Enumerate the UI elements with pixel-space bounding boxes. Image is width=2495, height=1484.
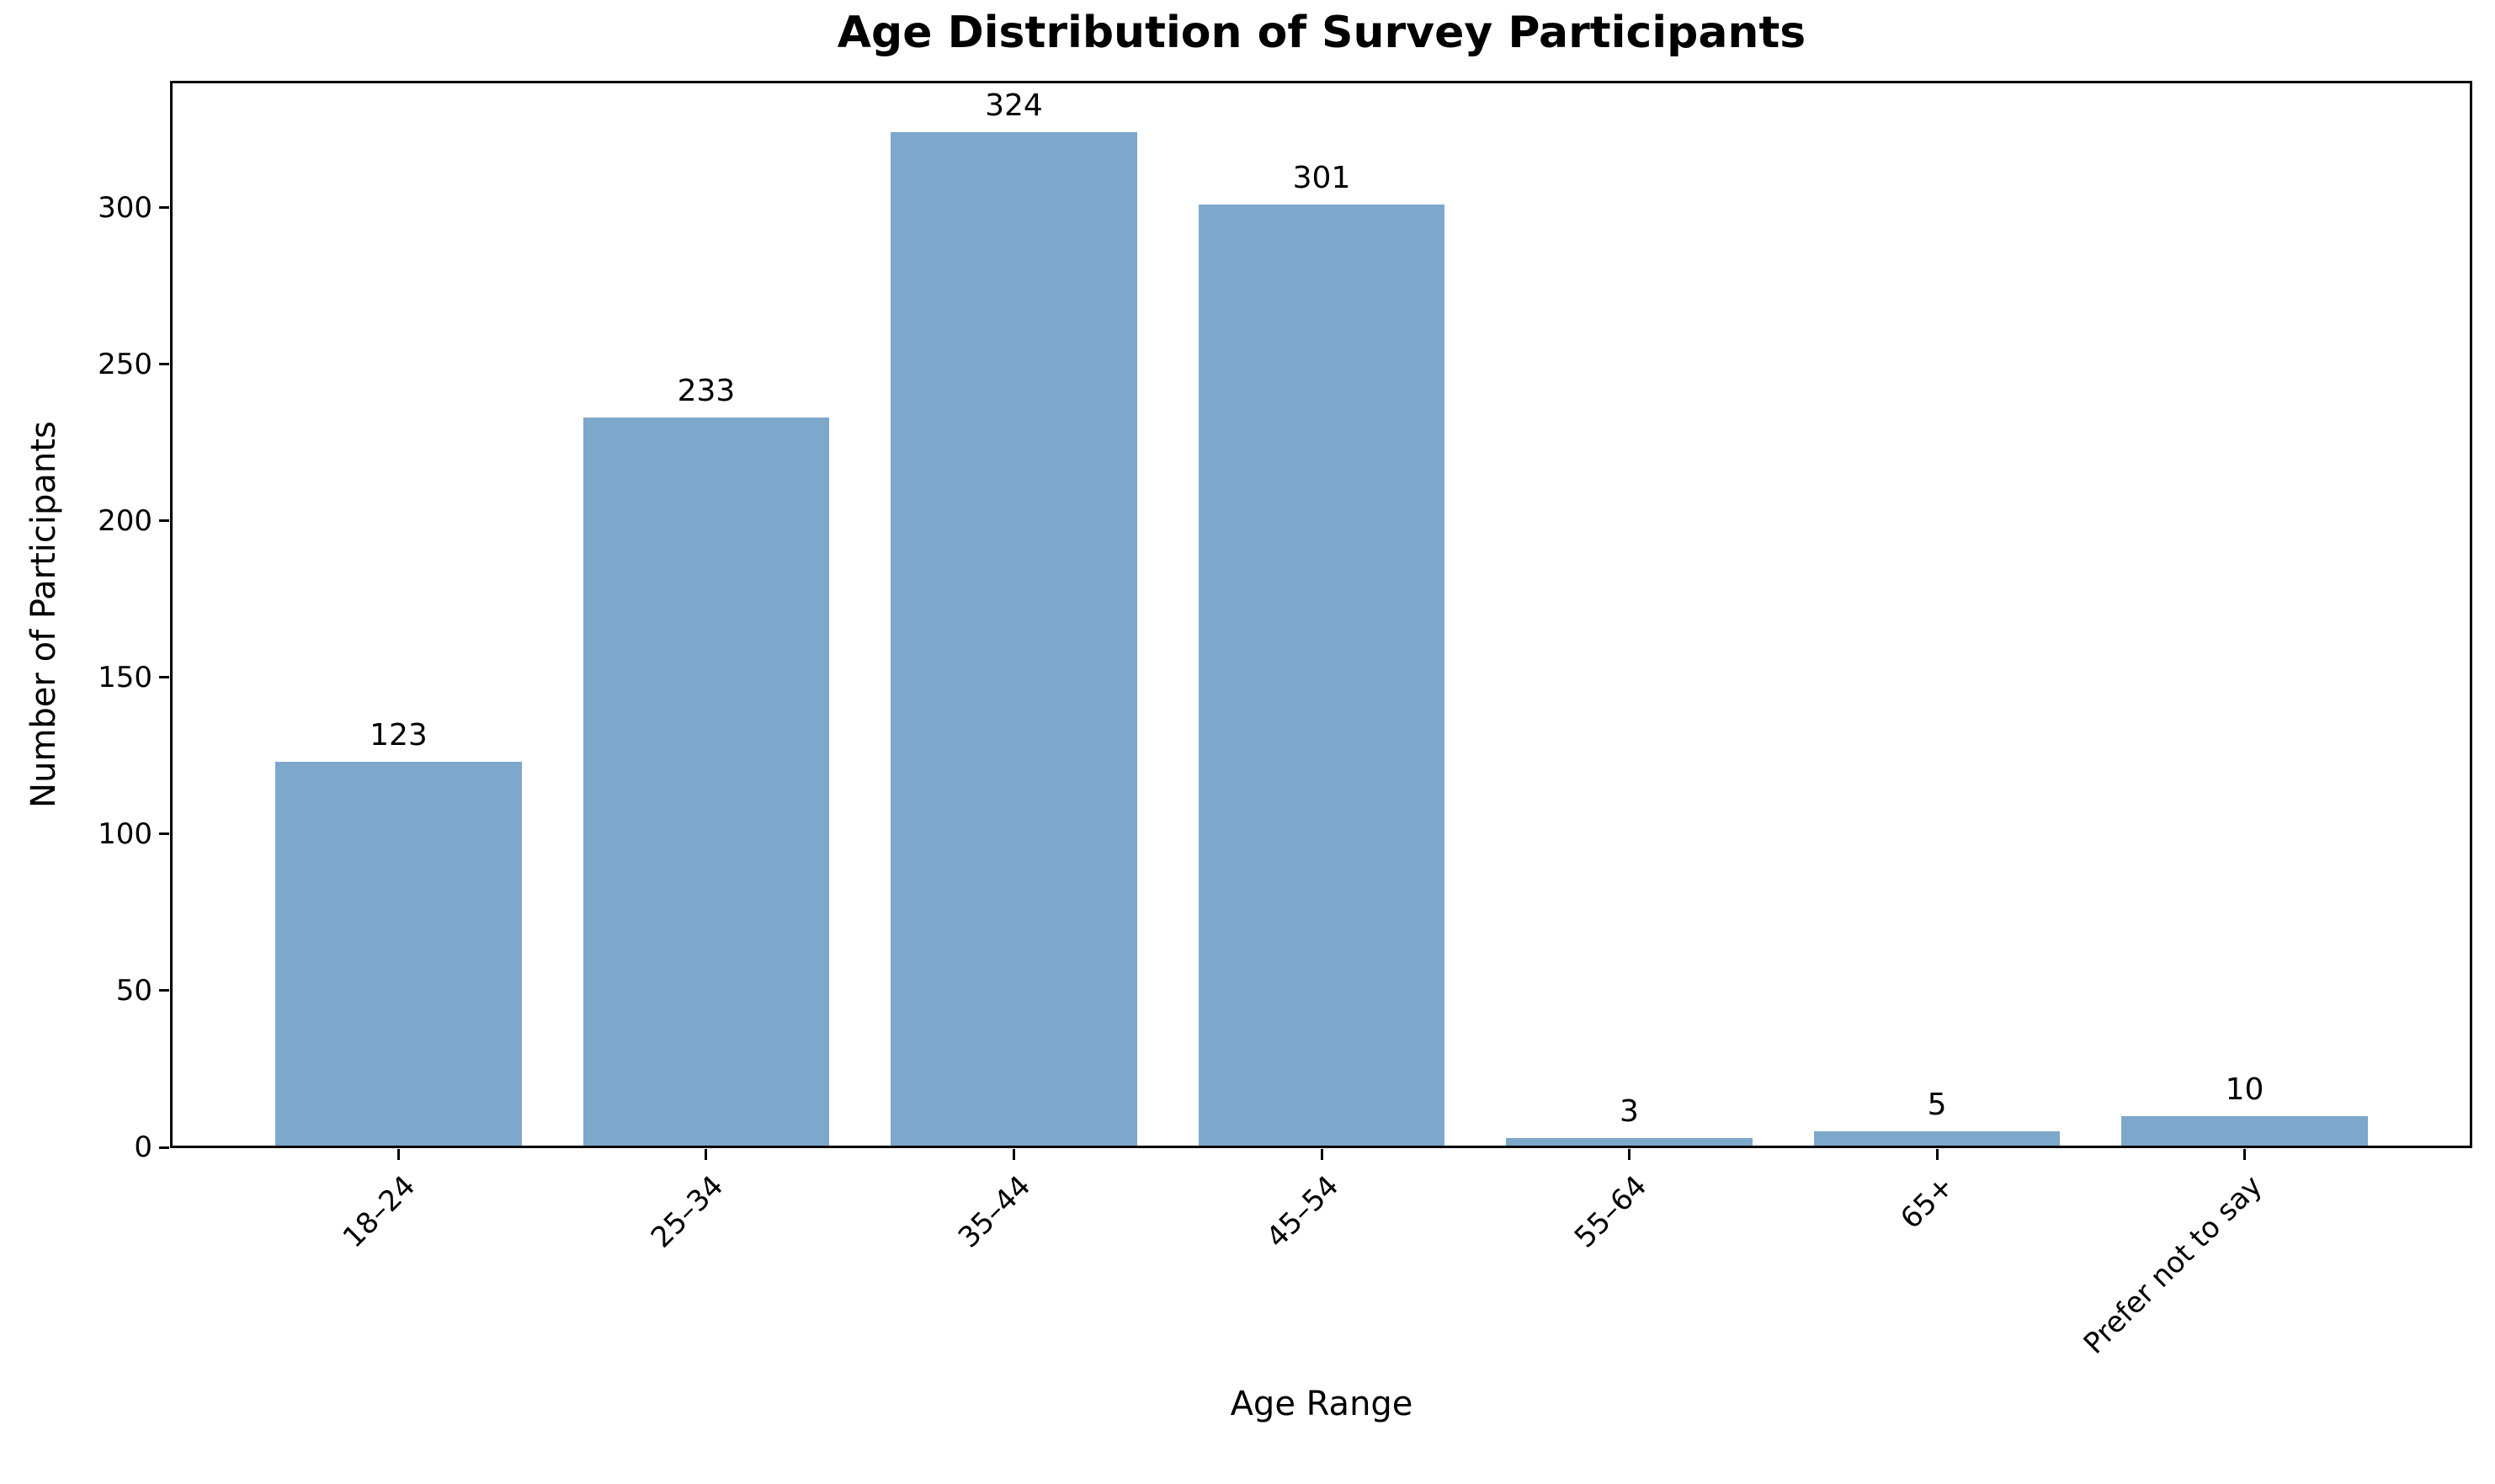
y-tick-label: 300 [98, 190, 152, 225]
x-tick-label: 25–34 [644, 1169, 731, 1255]
y-tick-mark [159, 206, 169, 210]
y-tick-mark [159, 519, 169, 523]
bar-35–44 [891, 132, 1137, 1147]
y-tick-label: 0 [134, 1130, 152, 1164]
y-tick-mark [159, 989, 169, 992]
bar-18–24 [275, 762, 522, 1147]
y-tick-label: 150 [98, 660, 152, 694]
x-tick-label: 45–54 [1259, 1169, 1346, 1255]
bar-value-label: 3 [1620, 1093, 1639, 1129]
x-tick-label: 65+ [1894, 1169, 1961, 1237]
y-tick-mark [159, 363, 169, 366]
x-tick-label: Prefer not to say [2077, 1169, 2269, 1361]
bar-value-label: 10 [2225, 1072, 2264, 1107]
x-tick-mark [2243, 1149, 2247, 1160]
x-tick-mark [1320, 1149, 1323, 1160]
x-tick-label: 18–24 [337, 1169, 423, 1255]
bar-55–64 [1506, 1137, 1753, 1147]
bar-65+ [1813, 1131, 2061, 1147]
x-axis-label: Age Range [1230, 1385, 1413, 1423]
bar-25–34 [583, 417, 830, 1147]
bar-value-label: 233 [677, 373, 736, 408]
y-tick-label: 50 [115, 973, 152, 1008]
x-tick-mark [1628, 1149, 1631, 1160]
y-tick-label: 250 [98, 347, 152, 381]
bar-value-label: 324 [985, 88, 1043, 124]
bar-Prefer not to say [2121, 1115, 2368, 1147]
y-tick-mark [159, 1146, 169, 1149]
x-tick-label: 55–64 [1567, 1169, 1653, 1255]
x-tick-mark [396, 1149, 400, 1160]
bar-value-label: 5 [1927, 1088, 1947, 1123]
bar-45–54 [1198, 204, 1445, 1147]
y-tick-mark [159, 676, 169, 679]
bar-value-label: 301 [1292, 160, 1351, 195]
x-tick-mark [1012, 1149, 1015, 1160]
bar-value-label: 123 [370, 718, 428, 753]
x-tick-label: 35–44 [952, 1169, 1038, 1255]
y-tick-label: 200 [98, 503, 152, 538]
chart-title: Age Distribution of Survey Participants [837, 8, 1806, 58]
y-tick-mark [159, 832, 169, 836]
y-tick-label: 100 [98, 816, 152, 851]
x-tick-mark [705, 1149, 708, 1160]
y-axis-label: Number of Participants [24, 421, 63, 808]
x-tick-mark [1935, 1149, 1939, 1160]
